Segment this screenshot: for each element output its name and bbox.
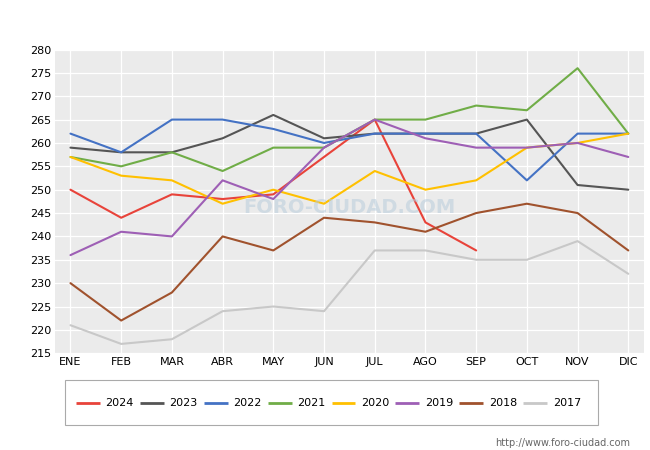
Text: 2023: 2023 xyxy=(169,398,197,408)
Text: 2024: 2024 xyxy=(105,398,133,408)
Text: FORO-CIUDAD.COM: FORO-CIUDAD.COM xyxy=(243,198,456,217)
Text: http://www.foro-ciudad.com: http://www.foro-ciudad.com xyxy=(495,438,630,448)
Text: Afiliados en Otero de Herreros a 30/9/2024: Afiliados en Otero de Herreros a 30/9/20… xyxy=(147,14,503,33)
Text: 2020: 2020 xyxy=(361,398,389,408)
Text: 2022: 2022 xyxy=(233,398,261,408)
Text: 2017: 2017 xyxy=(552,398,581,408)
FancyBboxPatch shape xyxy=(65,380,598,425)
Text: 2018: 2018 xyxy=(489,398,517,408)
Text: 2019: 2019 xyxy=(425,398,453,408)
Text: 2021: 2021 xyxy=(297,398,325,408)
